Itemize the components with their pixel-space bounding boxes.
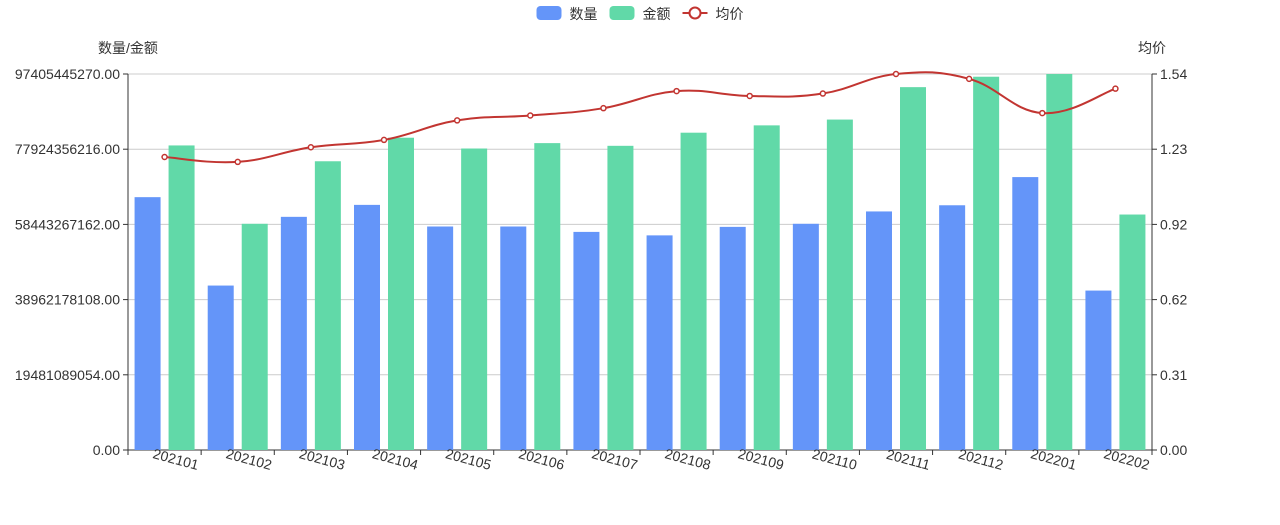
point-均价-202202 [1112, 85, 1119, 92]
point-均价-202109 [746, 92, 753, 100]
point-均价-202102 [234, 158, 241, 166]
point-均价-202108 [673, 87, 680, 95]
right-tick-label: 0.00 [1160, 442, 1187, 458]
bar-数量-202111 [866, 211, 892, 450]
bar-金额-202111 [900, 87, 926, 451]
point-均价-202105 [453, 117, 461, 124]
bar-金额-202201 [1046, 74, 1073, 450]
legend-item-金额[interactable]: 金额 [609, 6, 671, 22]
bar-数量-202105 [427, 226, 454, 450]
avg-price-line [161, 70, 1119, 166]
legend-swatch-marker [688, 6, 702, 20]
bar-金额-202107 [607, 145, 634, 450]
bar-金额-202102 [241, 223, 268, 450]
legend-swatch [609, 6, 635, 20]
legend[interactable]: 数量 金额 均价 [536, 6, 744, 22]
left-tick-label: 97405445270.00 [15, 66, 120, 82]
bar-金额-202109 [753, 125, 780, 450]
bar-金额-202101 [168, 145, 195, 450]
bar-数量-202109 [719, 226, 746, 450]
bars [134, 74, 1146, 451]
bar-数量-202103 [280, 216, 307, 450]
point-均价-202112 [965, 75, 973, 83]
point-均价-202103 [307, 143, 315, 151]
bar-金额-202106 [534, 143, 561, 450]
point-均价-202201 [1039, 109, 1046, 117]
legend-item-均价[interactable]: 均价 [682, 6, 744, 22]
bar-数量-202201 [1012, 177, 1039, 450]
bar-数量-202104 [354, 204, 380, 450]
right-tick-label: 0.62 [1160, 292, 1187, 308]
bar-金额-202104 [388, 137, 414, 450]
left-tick-label: 38962178108.00 [15, 292, 120, 308]
bar-金额-202202 [1119, 214, 1146, 450]
left-axis: 0.00 19481089054.00 38962178108.00 58443267… [15, 66, 129, 458]
right-axis-title: 均价 [1138, 40, 1166, 56]
left-tick-label: 0.00 [93, 442, 120, 458]
right-tick-label: 0.31 [1160, 367, 1187, 383]
legend-label: 金额 [643, 6, 671, 22]
bar-金额-202105 [461, 148, 488, 451]
left-axis-title: 数量/金额 [98, 40, 158, 56]
bar-数量-202107 [573, 231, 600, 450]
bar-金额-202112 [973, 76, 1000, 450]
point-均价-202104 [380, 136, 388, 144]
point-均价-202106 [527, 112, 534, 119]
left-tick-label: 19481089054.00 [15, 367, 120, 383]
legend-label: 数量 [570, 6, 598, 22]
left-tick-label: 77924356216.00 [15, 141, 120, 157]
legend-label: 均价 [716, 6, 744, 22]
left-tick-label: 58443267162.00 [15, 216, 120, 232]
point-均价-202107 [600, 104, 607, 112]
legend-item-数量[interactable]: 数量 [536, 6, 598, 22]
bar-数量-202112 [939, 205, 966, 450]
bar-数量-202108 [646, 235, 673, 450]
bar-金额-202108 [680, 132, 707, 450]
bar-数量-202102 [207, 285, 234, 450]
bar-金额-202110 [826, 119, 853, 450]
bar-数量-202202 [1085, 290, 1112, 450]
right-tick-label: 1.54 [1160, 66, 1187, 82]
point-均价-202110 [819, 90, 827, 97]
bar-数量-202106 [500, 226, 527, 450]
bar-金额-202103 [314, 161, 341, 450]
point-均价-202101 [161, 153, 168, 161]
right-tick-label: 1.23 [1160, 141, 1187, 157]
right-axis: 0.00 0.31 0.62 0.92 1.23 1.54 [1151, 66, 1187, 458]
right-tick-label: 0.92 [1160, 216, 1187, 232]
point-均价-202111 [892, 70, 900, 78]
bar-数量-202101 [134, 197, 161, 450]
legend-swatch [536, 6, 562, 20]
bar-数量-202110 [792, 223, 819, 450]
